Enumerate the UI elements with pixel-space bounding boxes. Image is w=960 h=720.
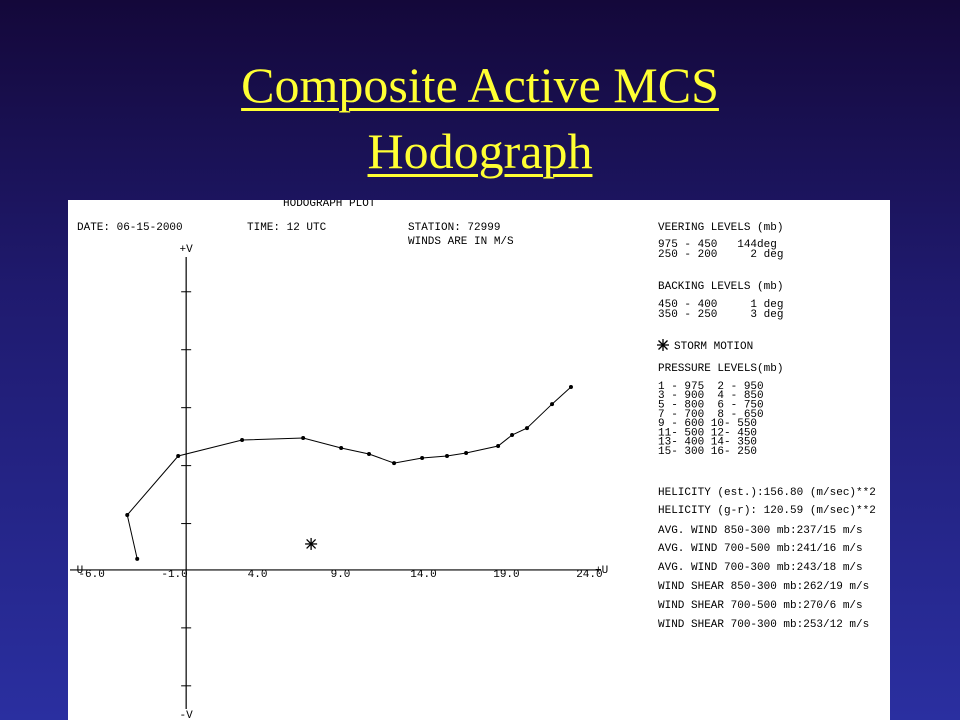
info-line: 15- 300 16- 250 xyxy=(658,446,757,458)
info-line: AVG. WIND 700-500 mb:241/16 m/s xyxy=(658,543,863,555)
y-axis-label: -V xyxy=(180,710,194,720)
info-line: 3 - 900 4 - 850 xyxy=(658,390,764,402)
slide-title: Composite Active MCS Hodograph xyxy=(241,57,719,179)
hodograph-point xyxy=(301,436,306,441)
units-note: WINDS ARE IN M/S xyxy=(408,236,514,248)
info-line: BACKING LEVELS (mb) xyxy=(658,281,783,293)
info-line: VEERING LEVELS (mb) xyxy=(658,222,783,234)
hodograph-point xyxy=(568,385,573,390)
info-line: HELICITY (g-r): 120.59 (m/sec)**2 xyxy=(658,505,876,517)
info-line: 7 - 700 8 - 650 xyxy=(658,409,764,421)
info-line: 9 - 600 10- 550 xyxy=(658,418,757,430)
info-line: HELICITY (est.):156.80 (m/sec)**2 xyxy=(658,487,876,499)
x-tick-label: 24.0 xyxy=(576,569,602,581)
plot-title: HODOGRAPH PLOT xyxy=(283,198,376,210)
asterisk-stroke xyxy=(658,340,668,350)
asterisk-stroke xyxy=(306,539,317,549)
info-line: 250 - 200 2 deg xyxy=(658,249,783,261)
hodograph-line xyxy=(126,386,572,560)
plot-panel xyxy=(68,200,890,720)
hodograph-point xyxy=(135,556,140,561)
hodograph-point xyxy=(240,438,245,443)
hodograph-point xyxy=(510,433,515,438)
storm-motion xyxy=(305,537,318,550)
hodograph-point xyxy=(445,453,450,458)
info-line: WIND SHEAR 700-500 mb:270/6 m/s xyxy=(658,600,863,612)
info-line: AVG. WIND 850-300 mb:237/15 m/s xyxy=(658,525,863,537)
hodograph-point xyxy=(176,453,181,458)
plot-content: HODOGRAPH PLOT DATE: 06-15-2000 TIME: 12… xyxy=(70,198,876,720)
info-line: AVG. WIND 700-300 mb:243/18 m/s xyxy=(658,562,863,574)
x-axis-label: -U xyxy=(70,565,83,577)
info-line: 350 - 250 3 deg xyxy=(658,309,783,321)
hodograph-point xyxy=(392,461,397,466)
station: STATION: 72999 xyxy=(408,222,500,234)
x-tick-label: 14.0 xyxy=(410,569,436,581)
storm-motion-legend-symbol xyxy=(657,339,669,351)
x-tick-label: 4.0 xyxy=(248,569,268,581)
info-line: 5 - 800 6 - 750 xyxy=(658,400,764,412)
x-axis-label: +U xyxy=(595,565,608,577)
storm-motion-label: STORM MOTION xyxy=(674,341,753,353)
hodograph-point xyxy=(524,426,529,431)
hodograph-point xyxy=(550,402,555,407)
y-axis-label: +V xyxy=(180,244,194,256)
hodograph-point xyxy=(420,455,425,460)
info-line: PRESSURE LEVELS(mb) xyxy=(658,363,783,375)
x-tick-label: 19.0 xyxy=(493,569,519,581)
hodograph-point xyxy=(464,450,469,455)
info-line: 975 - 450 144deg xyxy=(658,239,777,251)
info-line: 450 - 400 1 deg xyxy=(658,299,783,311)
hodograph-point xyxy=(367,452,372,457)
hodograph-point xyxy=(339,445,344,450)
hodograph-point xyxy=(125,512,130,517)
x-tick-label: -1.0 xyxy=(161,569,187,581)
info-line: 1 - 975 2 - 950 xyxy=(658,381,764,393)
info-line: 11- 500 12- 450 xyxy=(658,427,757,439)
x-tick-label: 9.0 xyxy=(331,569,351,581)
time: TIME: 12 UTC xyxy=(247,222,327,234)
date: DATE: 06-15-2000 xyxy=(77,222,183,234)
info-line: WIND SHEAR 700-300 mb:253/12 m/s xyxy=(658,619,869,631)
info-line: 13- 400 14- 350 xyxy=(658,437,757,449)
hodograph-point xyxy=(496,444,501,449)
info-line: WIND SHEAR 850-300 mb:262/19 m/s xyxy=(658,581,869,593)
x-tick-label: -6.0 xyxy=(78,569,104,581)
